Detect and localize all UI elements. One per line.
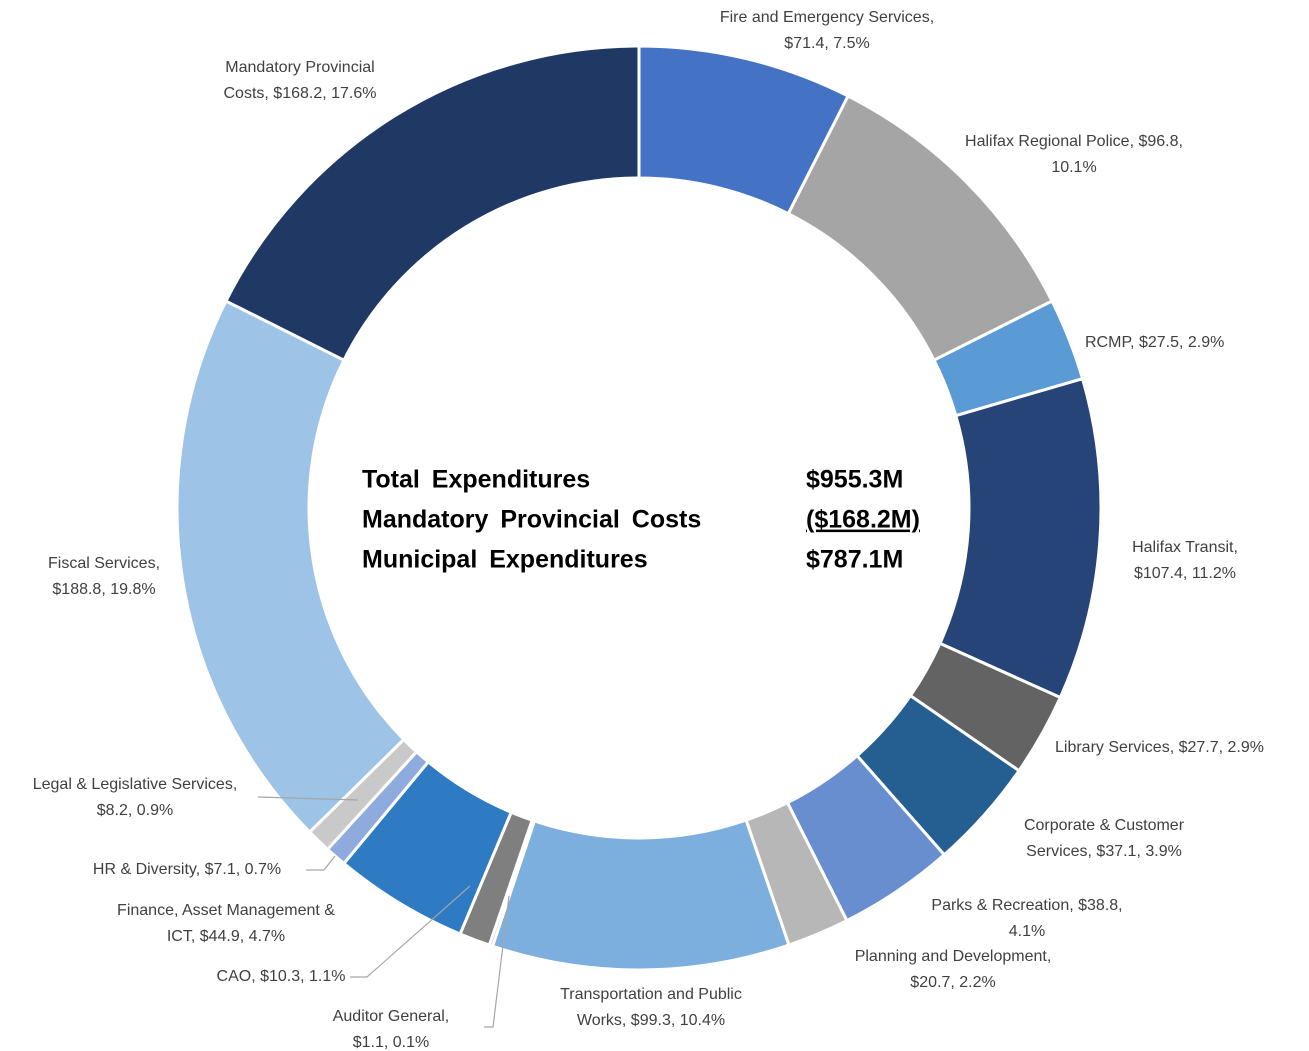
- leader-line: [484, 895, 510, 1028]
- data-label: Fire and Emergency Services,: [720, 9, 934, 26]
- data-label: 4.1%: [1009, 923, 1045, 940]
- data-label: Halifax Regional Police, $96.8,: [965, 133, 1183, 150]
- doughnut-slice: [490, 818, 791, 972]
- data-label: Mandatory Provincial: [225, 59, 374, 76]
- data-label: CAO, $10.3, 1.1%: [217, 968, 346, 985]
- leader-lines: [257, 796, 510, 1028]
- center-label: Municipal Expenditures: [362, 546, 648, 574]
- data-label: Transportation and Public: [560, 986, 742, 1003]
- center-value: ($168.2M): [806, 506, 920, 534]
- data-label: $1.1, 0.1%: [353, 1034, 430, 1051]
- center-value: $787.1M: [806, 546, 903, 574]
- leader-line: [350, 885, 471, 978]
- data-label: $71.4, 7.5%: [784, 35, 869, 52]
- leader-line: [306, 855, 336, 871]
- data-label: Corporate & Customer: [1024, 817, 1185, 834]
- data-label: ICT, $44.9, 4.7%: [167, 928, 285, 945]
- data-label: Planning and Development,: [855, 948, 1052, 965]
- data-label: $188.8, 19.8%: [52, 581, 155, 598]
- data-label: $107.4, 11.2%: [1134, 565, 1236, 582]
- data-label: $8.2, 0.9%: [97, 802, 174, 819]
- data-label: RCMP, $27.5, 2.9%: [1085, 334, 1224, 351]
- data-label: Halifax Transit,: [1132, 539, 1238, 556]
- data-label: Fiscal Services,: [48, 555, 160, 572]
- center-label: Mandatory Provincial Costs: [362, 506, 701, 534]
- center-label: Total Expenditures: [362, 466, 590, 494]
- data-label: $20.7, 2.2%: [910, 974, 995, 991]
- leader-line: [257, 796, 359, 801]
- data-label: Parks & Recreation, $38.8,: [931, 897, 1122, 914]
- doughnut-slice: [223, 44, 641, 363]
- doughnut-slice: [937, 376, 1103, 700]
- data-label: Works, $99.3, 10.4%: [577, 1012, 725, 1029]
- data-label: Finance, Asset Management &: [117, 902, 335, 919]
- doughnut-slice: [175, 299, 406, 835]
- data-label: Legal & Legislative Services,: [33, 776, 238, 793]
- center-value: $955.3M: [806, 466, 903, 494]
- data-label: Services, $37.1, 3.9%: [1026, 843, 1182, 860]
- data-label: Costs, $168.2, 17.6%: [224, 85, 377, 102]
- data-label: HR & Diversity, $7.1, 0.7%: [93, 861, 281, 878]
- data-label: Auditor General,: [333, 1008, 450, 1025]
- data-label: 10.1%: [1051, 159, 1096, 176]
- data-label: Library Services, $27.7, 2.9%: [1055, 739, 1264, 756]
